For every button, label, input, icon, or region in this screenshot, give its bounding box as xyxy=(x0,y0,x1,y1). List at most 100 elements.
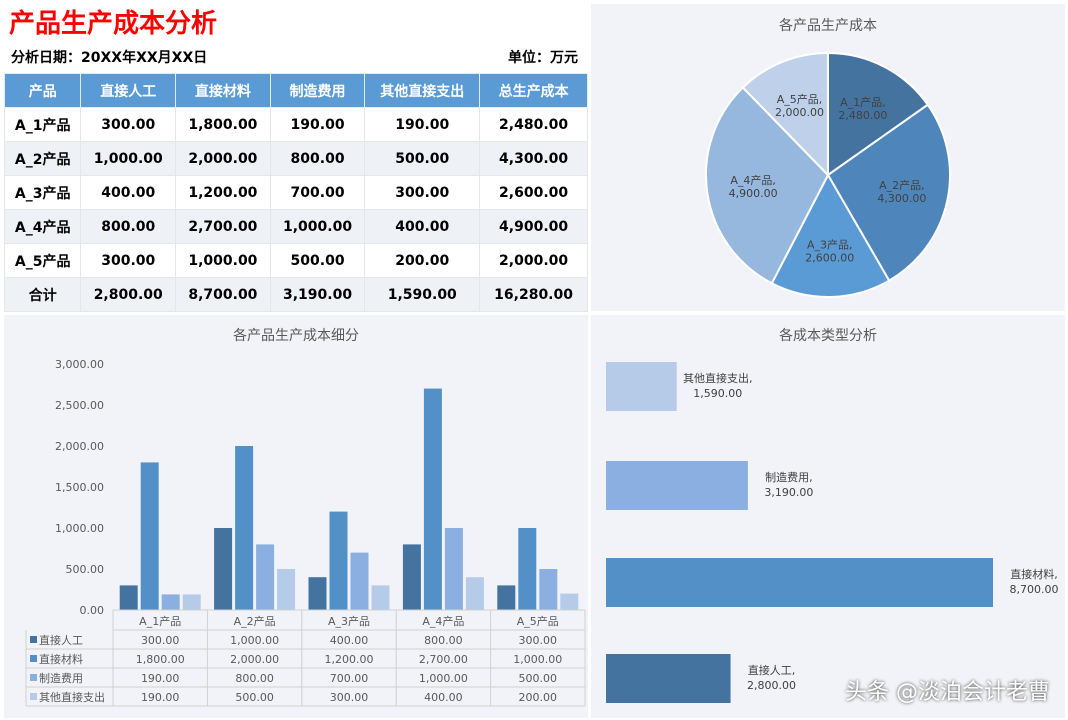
column-chart: 0.00 500.00 1,000.00 1,500.00 2,000.00 2,500.… xyxy=(25,358,586,707)
column-bar xyxy=(214,528,233,610)
hbar-label-value: 1,590.00 xyxy=(693,387,742,400)
pie-label-value: 4,900.00 xyxy=(729,187,778,200)
data-table-value: 400.00 xyxy=(330,634,369,647)
hbar-label-value: 2,800.00 xyxy=(747,679,796,692)
data-table-value: 200.00 xyxy=(519,691,558,704)
hbar-label-name: 其他直接支出, xyxy=(683,371,753,385)
table-cell: A_2产品 xyxy=(3,141,82,176)
table-row: A_3产品 400.00 1,200.00 700.00 300.00 2,600.00 xyxy=(3,175,588,210)
table-cell: 800.00 xyxy=(80,209,177,244)
table-cell: 400.00 xyxy=(80,175,177,210)
column-bar xyxy=(182,594,201,610)
column-bar xyxy=(308,577,327,610)
column-header: 其他直接支出 xyxy=(364,73,481,108)
table-row: A_4产品 800.00 2,700.00 1,000.00 400.00 4,900.0… xyxy=(3,209,588,244)
table-cell: 合计 xyxy=(3,277,82,312)
column-bar xyxy=(560,593,579,610)
column-bar xyxy=(497,585,516,610)
table-cell: 300.00 xyxy=(80,107,177,142)
pie-label-name: A_2产品, xyxy=(879,178,925,192)
y-tick-label: 2,500.00 xyxy=(55,399,104,412)
column-bar xyxy=(350,552,369,610)
analysis-date: 分析日期：20XX年XX月XX日 xyxy=(11,50,208,66)
table-cell: 2,000.00 xyxy=(479,243,588,278)
watermark: 头条 @淡泊会计老曹 xyxy=(845,680,1050,705)
table-cell: 1,200.00 xyxy=(175,175,271,210)
legend-label: 直接材料 xyxy=(39,652,83,666)
pie-label-value: 2,600.00 xyxy=(805,252,854,265)
pie-slice xyxy=(705,86,830,285)
pie-label-value: 2,000.00 xyxy=(775,106,824,119)
y-tick-label: 1,500.00 xyxy=(55,481,104,494)
pie-chart-panel: 各产品生产成本 A_1产品, 2,480.00 A_2产品, 4,300.00 A_3产… xyxy=(591,4,1065,311)
table-cell: 190.00 xyxy=(269,107,366,142)
pie-chart: A_1产品,2,480.00 A_2产品,4,300.00 A_3产品,2,600.… xyxy=(705,51,951,298)
hbar-label-name: 制造费用, xyxy=(765,470,813,484)
hbar-label-value: 8,700.00 xyxy=(1010,583,1059,596)
table-cell: 1,590.00 xyxy=(364,277,481,312)
column-bar xyxy=(119,585,138,610)
column-bar xyxy=(161,594,180,610)
legend-swatch xyxy=(30,674,37,681)
bar-chart-title: 各成本类型分析 xyxy=(779,328,877,344)
hbar-label-name: 直接材料, xyxy=(1010,567,1058,581)
pie-label-value: 4,300.00 xyxy=(877,192,926,205)
table-cell: 500.00 xyxy=(364,141,481,176)
table-cell: A_4产品 xyxy=(3,209,82,244)
hbar xyxy=(606,362,677,411)
column-bar xyxy=(465,577,484,610)
bar-chart-panel: 各成本类型分析 其他直接支出, 1,590.00 制造费用, 3,190.00 直接材料… xyxy=(591,315,1065,718)
table-cell: 4,300.00 xyxy=(479,141,588,176)
horizontal-bar-chart: 其他直接支出, 1,590.00 制造费用, 3,190.00 直接材料, 8,700.0… xyxy=(606,362,1059,703)
column-bar xyxy=(235,446,254,610)
data-table-value: 1,000.00 xyxy=(419,672,468,685)
table-cell: 3,190.00 xyxy=(269,277,366,312)
pie-slice xyxy=(741,51,829,178)
table-row: A_5产品 300.00 1,000.00 500.00 200.00 2,000.00 xyxy=(3,243,588,278)
pie-label-name: A_4产品, xyxy=(730,173,776,187)
data-table-value: 500.00 xyxy=(519,672,558,685)
table-cell: 200.00 xyxy=(364,243,481,278)
table-cell: 1,000.00 xyxy=(175,243,271,278)
column-header: 直接材料 xyxy=(175,73,271,108)
column-bar xyxy=(140,462,159,610)
table-row: 合计 2,800.00 8,700.00 3,190.00 1,590.00 16,280… xyxy=(3,277,588,312)
data-table-value: 300.00 xyxy=(519,634,558,647)
data-table-value: 1,200.00 xyxy=(325,653,374,666)
table-cell: 2,600.00 xyxy=(479,175,588,210)
data-table-value: 2,000.00 xyxy=(230,653,279,666)
table-cell: A_1产品 xyxy=(3,107,82,142)
x-category-label: A_1产品 xyxy=(139,614,181,628)
y-tick-label: 3,000.00 xyxy=(55,358,104,371)
data-table-value: 800.00 xyxy=(235,672,274,685)
hbar-label-name: 直接人工, xyxy=(748,663,796,677)
legend-swatch xyxy=(30,655,37,662)
pie-slice xyxy=(827,51,930,177)
table-cell: 1,000.00 xyxy=(269,209,366,244)
page-title: 产品生产成本分析 xyxy=(9,9,218,39)
data-table-value: 1,800.00 xyxy=(136,653,185,666)
hbar-label-value: 3,190.00 xyxy=(764,486,813,499)
column-chart-panel: 各产品生产成本细分 0.00 500.00 1,000.00 1,500.00 2,00… xyxy=(4,315,588,718)
pie-slice xyxy=(826,103,951,282)
legend-swatch xyxy=(30,693,37,700)
data-table-value: 190.00 xyxy=(141,672,180,685)
table-row: A_2产品 1,000.00 2,000.00 800.00 500.00 4,300.0… xyxy=(3,141,588,176)
table-cell: 800.00 xyxy=(269,141,366,176)
table-cell: 500.00 xyxy=(269,243,366,278)
hbar xyxy=(606,461,748,510)
data-table-value: 800.00 xyxy=(424,634,463,647)
column-bar xyxy=(539,569,558,610)
pie-label-name: A_5产品, xyxy=(777,92,823,106)
data-table-value: 1,000.00 xyxy=(230,634,279,647)
table-row: A_1产品 300.00 1,800.00 190.00 190.00 2,480.00 xyxy=(3,107,588,142)
pie-slice xyxy=(770,172,891,298)
table-cell: 300.00 xyxy=(364,175,481,210)
column-bar xyxy=(444,528,463,610)
y-tick-label: 500.00 xyxy=(66,563,105,576)
legend-label: 其他直接支出 xyxy=(39,690,105,704)
cost-table: 产品 直接人工 直接材料 制造费用 其他直接支出 总生产成本 A_1产品 300.00 1,8… xyxy=(3,73,588,312)
table-cell: 8,700.00 xyxy=(175,277,271,312)
pie-label-name: A_3产品, xyxy=(807,238,853,252)
legend-label: 制造费用 xyxy=(39,671,83,685)
